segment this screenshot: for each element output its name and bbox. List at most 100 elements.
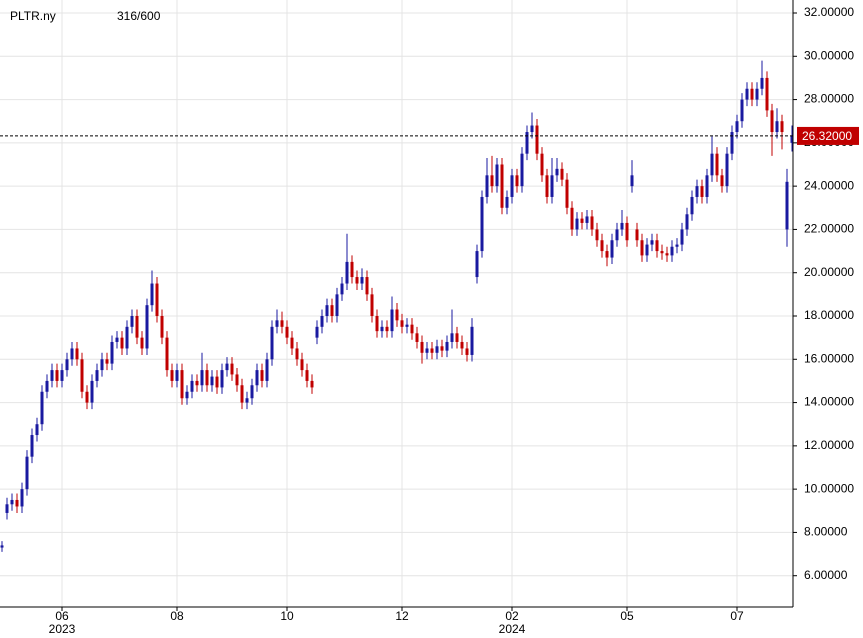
candle-body — [700, 186, 704, 197]
candle-body — [485, 175, 489, 197]
candle-body — [470, 326, 474, 355]
candle-body — [415, 333, 419, 342]
candle-body — [665, 253, 669, 256]
candle-body — [150, 283, 154, 306]
candle-body — [790, 135, 793, 143]
x-tick-label: 05 — [620, 609, 634, 623]
last-price-label: 26.32000 — [802, 129, 852, 143]
candle-body — [435, 346, 439, 353]
candle-body — [645, 244, 649, 256]
candle-body — [380, 326, 384, 332]
candle-body — [770, 110, 774, 133]
candle-body — [165, 337, 169, 371]
candle-body — [135, 316, 139, 338]
candle-body — [445, 341, 449, 351]
candle-body — [210, 376, 214, 386]
candle-body — [785, 181, 789, 230]
candle-body — [290, 337, 294, 349]
candle-body — [580, 218, 584, 223]
y-tick-label: 22.00000 — [804, 222, 854, 236]
candle-body — [375, 316, 379, 332]
candle-body — [230, 363, 234, 375]
candle-body — [525, 132, 529, 154]
candle-body — [705, 175, 709, 197]
candle-body — [370, 294, 374, 316]
last-price-tag — [797, 126, 859, 145]
candle-body — [270, 326, 274, 360]
candle-body — [410, 324, 414, 334]
candle-body — [610, 240, 614, 258]
candle-body — [420, 341, 424, 353]
grid — [0, 0, 793, 607]
candle-body — [280, 320, 284, 327]
candle-body — [240, 385, 244, 403]
candle-body — [205, 370, 209, 386]
candle-body — [710, 153, 714, 176]
y-tick-label: 30.00000 — [804, 48, 854, 62]
candle-body — [325, 305, 329, 316]
candle-body — [475, 251, 479, 278]
candle-body — [425, 348, 429, 353]
candle-body — [395, 309, 399, 321]
candle-body — [500, 164, 504, 208]
x-axis-band — [0, 608, 863, 638]
candle-body — [215, 376, 219, 388]
candle-body — [285, 326, 289, 338]
candle-body — [70, 348, 74, 360]
candle-body — [75, 348, 79, 360]
candle-body — [530, 125, 534, 133]
candle-body — [570, 207, 574, 230]
candle-body — [675, 244, 679, 247]
candle-body — [15, 499, 19, 507]
candle-body — [25, 456, 29, 490]
candle-body — [365, 277, 369, 295]
candle-body — [670, 246, 674, 256]
candle-body — [260, 370, 264, 381]
candle-body — [590, 216, 594, 230]
year-label: 2024 — [499, 622, 526, 636]
candle-body — [635, 229, 639, 241]
y-tick-label: 28.00000 — [804, 92, 854, 106]
candle-body — [450, 333, 454, 342]
candle-body — [740, 99, 744, 122]
candle-body — [745, 88, 749, 100]
plot-area — [0, 60, 793, 552]
candle-body — [345, 261, 349, 284]
candle-body — [185, 391, 189, 399]
candle-body — [385, 326, 389, 332]
candle-body — [455, 333, 459, 342]
candle-body — [180, 370, 184, 399]
candle-body — [480, 196, 484, 252]
candle-body — [310, 380, 314, 388]
candle-body — [430, 348, 434, 353]
candle-body — [235, 374, 239, 386]
candle-body — [305, 370, 309, 381]
candle-body — [30, 435, 34, 457]
candle-body — [765, 77, 769, 111]
candle-body — [505, 196, 509, 208]
candle-body — [680, 229, 684, 245]
y-tick-label: 6.00000 — [804, 568, 848, 582]
y-tick-label: 18.00000 — [804, 308, 854, 322]
symbol: PLTR.ny — [10, 9, 56, 23]
candle-body — [735, 121, 739, 133]
candle-body — [350, 261, 354, 278]
y-tick-label: 32.00000 — [804, 5, 854, 19]
candle-body — [220, 370, 224, 388]
candle-body — [275, 320, 279, 327]
y-tick-label: 20.00000 — [804, 265, 854, 279]
candle-body — [510, 175, 514, 197]
candle-body — [255, 370, 259, 386]
candle-body — [140, 337, 144, 349]
x-tick-label: 06 — [55, 609, 69, 623]
candle-body — [620, 222, 624, 230]
candle-body — [520, 153, 524, 187]
candle-body — [355, 277, 359, 284]
candle-body — [245, 398, 249, 403]
candle-body — [575, 218, 579, 230]
candle-body — [605, 251, 609, 258]
candle-body — [780, 121, 784, 133]
y-tick-label: 16.00000 — [804, 351, 854, 365]
candle-body — [250, 385, 254, 399]
